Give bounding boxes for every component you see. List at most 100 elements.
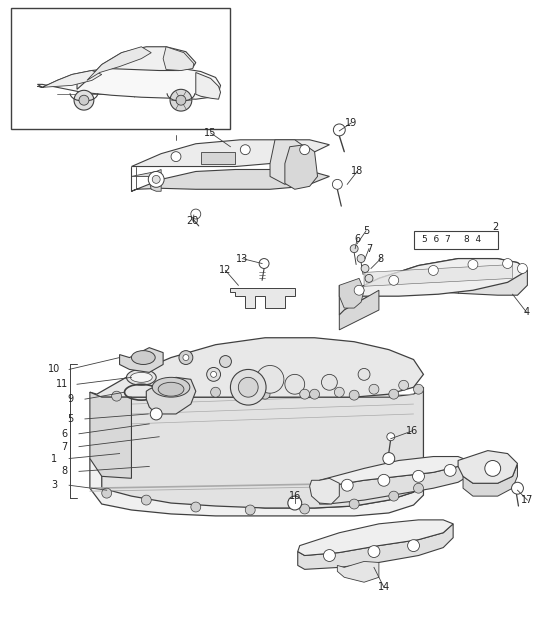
Circle shape [378, 474, 390, 486]
Polygon shape [298, 524, 453, 570]
Text: 5  6  7: 5 6 7 [422, 236, 451, 244]
Polygon shape [337, 561, 379, 582]
Polygon shape [163, 46, 194, 70]
Circle shape [183, 355, 189, 360]
Circle shape [148, 171, 164, 187]
Circle shape [112, 391, 122, 401]
Circle shape [238, 377, 258, 397]
Circle shape [260, 389, 270, 399]
Circle shape [341, 479, 353, 491]
Circle shape [300, 144, 310, 154]
Text: 14: 14 [378, 582, 390, 592]
Circle shape [285, 374, 305, 394]
Circle shape [512, 482, 523, 494]
Polygon shape [131, 170, 161, 192]
Ellipse shape [131, 350, 155, 364]
Polygon shape [90, 458, 423, 516]
Text: 7: 7 [61, 441, 67, 452]
Ellipse shape [158, 382, 184, 396]
Circle shape [349, 499, 359, 509]
Circle shape [176, 95, 186, 105]
Polygon shape [364, 264, 512, 286]
Text: 20: 20 [186, 216, 199, 226]
Text: 5: 5 [363, 226, 369, 236]
Circle shape [349, 390, 359, 400]
Circle shape [161, 388, 171, 398]
Bar [11, 8, 231, 129]
Polygon shape [340, 278, 364, 308]
Text: 6: 6 [354, 234, 360, 244]
Ellipse shape [130, 372, 152, 382]
Circle shape [387, 433, 395, 441]
Circle shape [171, 152, 181, 161]
Polygon shape [131, 140, 329, 166]
Text: 16: 16 [407, 426, 419, 436]
Text: 8: 8 [378, 254, 384, 264]
Text: 13: 13 [236, 254, 249, 264]
Polygon shape [87, 46, 152, 80]
Circle shape [383, 453, 395, 465]
Text: 19: 19 [345, 118, 358, 128]
Circle shape [259, 259, 269, 268]
Text: 3: 3 [51, 480, 57, 490]
Circle shape [334, 124, 345, 136]
Polygon shape [340, 259, 528, 296]
Circle shape [210, 387, 221, 397]
Text: 12: 12 [219, 266, 232, 276]
Polygon shape [196, 72, 221, 99]
Text: 9: 9 [67, 394, 73, 404]
Circle shape [210, 371, 216, 377]
Circle shape [300, 504, 310, 514]
Text: 6: 6 [61, 429, 67, 439]
Polygon shape [270, 140, 305, 185]
Circle shape [141, 495, 152, 505]
Circle shape [332, 180, 342, 189]
Circle shape [220, 355, 232, 367]
Circle shape [300, 389, 310, 399]
Polygon shape [102, 387, 423, 508]
Polygon shape [38, 70, 102, 87]
Text: 7: 7 [366, 244, 372, 254]
Circle shape [102, 488, 112, 498]
Text: 16: 16 [289, 491, 301, 501]
Polygon shape [340, 259, 528, 315]
Circle shape [310, 389, 319, 399]
Circle shape [322, 374, 337, 390]
Circle shape [365, 274, 373, 283]
Circle shape [240, 144, 250, 154]
Polygon shape [319, 457, 468, 486]
FancyBboxPatch shape [414, 231, 498, 249]
Circle shape [414, 484, 423, 493]
Polygon shape [319, 460, 468, 504]
Circle shape [191, 502, 201, 512]
Circle shape [369, 384, 379, 394]
Ellipse shape [152, 377, 190, 397]
Circle shape [79, 95, 89, 105]
Circle shape [350, 245, 358, 252]
Text: 10: 10 [48, 364, 60, 374]
Polygon shape [90, 392, 131, 479]
Circle shape [358, 369, 370, 381]
Polygon shape [463, 465, 517, 496]
Circle shape [74, 90, 94, 110]
Text: 17: 17 [521, 495, 534, 505]
Circle shape [354, 285, 364, 295]
Polygon shape [90, 338, 423, 397]
Polygon shape [77, 46, 196, 89]
Polygon shape [285, 144, 318, 189]
Polygon shape [231, 288, 295, 308]
Circle shape [245, 505, 255, 515]
Polygon shape [119, 348, 163, 372]
Circle shape [413, 470, 425, 482]
Polygon shape [146, 377, 196, 414]
Circle shape [485, 460, 501, 476]
Polygon shape [298, 520, 453, 556]
Circle shape [389, 491, 399, 501]
Text: 18: 18 [351, 166, 364, 176]
Polygon shape [458, 451, 517, 484]
Circle shape [389, 276, 399, 285]
Circle shape [368, 546, 380, 558]
Circle shape [428, 266, 438, 276]
Circle shape [150, 408, 162, 420]
Text: 15: 15 [204, 128, 217, 138]
